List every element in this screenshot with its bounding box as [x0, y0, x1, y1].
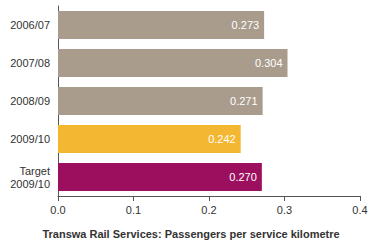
svg-text:2009/10: 2009/10	[10, 178, 50, 190]
svg-text:0.271: 0.271	[230, 95, 258, 107]
svg-text:2007/08: 2007/08	[10, 57, 50, 69]
svg-text:2006/07: 2006/07	[10, 19, 50, 31]
svg-text:0.4: 0.4	[352, 204, 367, 216]
svg-text:Target: Target	[19, 165, 50, 177]
svg-text:0.1: 0.1	[126, 204, 141, 216]
svg-text:0.2: 0.2	[201, 204, 216, 216]
svg-text:0.0: 0.0	[50, 204, 65, 216]
svg-text:Transwa Rail Services: Passeng: Transwa Rail Services: Passengers per se…	[42, 228, 339, 240]
svg-text:0.242: 0.242	[208, 133, 236, 145]
svg-text:2008/09: 2008/09	[10, 95, 50, 107]
svg-text:0.273: 0.273	[232, 19, 260, 31]
svg-text:2009/10: 2009/10	[10, 133, 50, 145]
svg-text:0.270: 0.270	[229, 171, 257, 183]
svg-text:0.304: 0.304	[255, 57, 283, 69]
svg-text:0.3: 0.3	[277, 204, 292, 216]
